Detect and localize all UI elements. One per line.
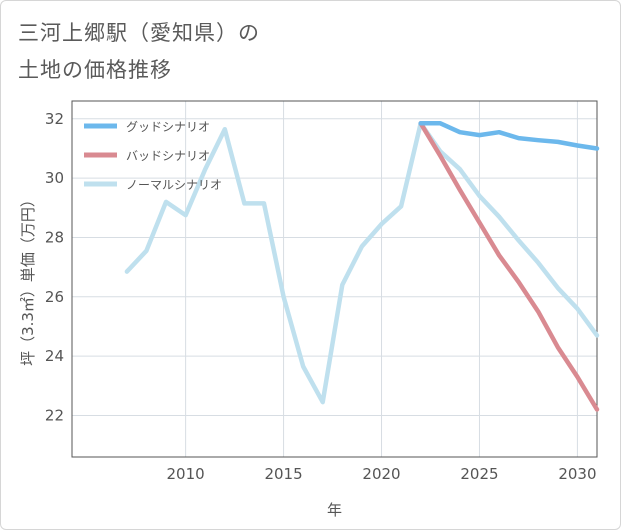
tick-labels: 2010 2015 2020 2025 2030 22 24 26 28 30 32	[45, 110, 597, 483]
y-tick-label-26: 26	[45, 288, 64, 306]
grid-lines	[72, 101, 597, 457]
series-line-normal	[124, 121, 600, 405]
x-tick-label-2010: 2010	[167, 465, 205, 483]
plot-area-frame	[71, 100, 598, 458]
y-tick-label-22: 22	[45, 406, 64, 424]
x-tick-label-2020: 2020	[362, 465, 400, 483]
y-tick-label-32: 32	[45, 110, 64, 128]
y-tick-label-24: 24	[45, 347, 64, 365]
x-tick-label-2025: 2025	[460, 465, 498, 483]
series-line-good	[418, 121, 600, 151]
y-axis-label: 坪（3.3㎡）単価（万円）	[19, 192, 37, 366]
series-line-bad	[418, 121, 600, 412]
chart-title-line-1: 三河上郷駅（愛知県）の	[18, 21, 260, 45]
chart-title-line-2: 土地の価格推移	[18, 58, 172, 82]
x-tick-label-2030: 2030	[558, 465, 596, 483]
legend-label-bad: バッドシナリオ	[126, 149, 210, 163]
series-lines	[124, 121, 600, 412]
x-axis-label: 年	[327, 501, 342, 519]
legend-label-normal: ノーマルシナリオ	[126, 178, 222, 192]
y-tick-label-28: 28	[45, 228, 64, 246]
x-tick-label-2015: 2015	[264, 465, 302, 483]
legend-label-good: グッドシナリオ	[126, 120, 210, 134]
y-tick-label-30: 30	[45, 169, 64, 187]
